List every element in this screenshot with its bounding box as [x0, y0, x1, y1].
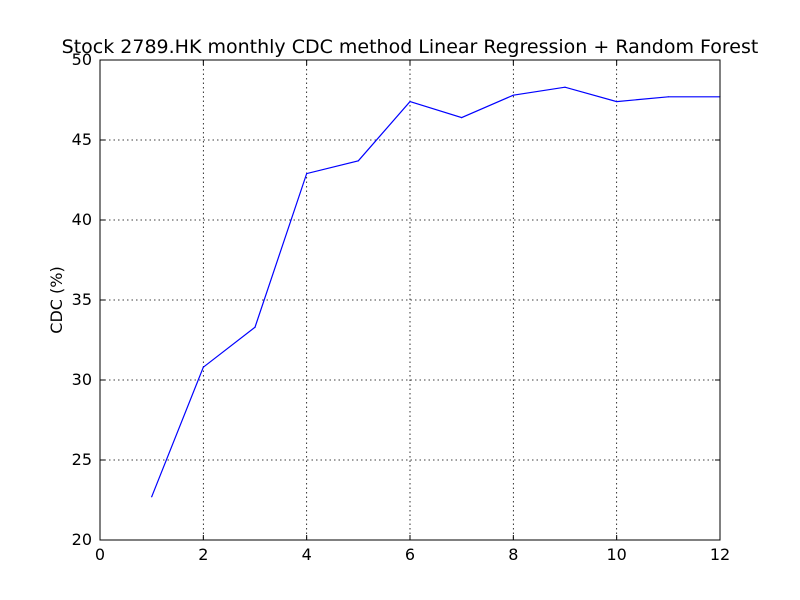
data-point: [616, 101, 618, 103]
x-tick-label: 10: [606, 545, 626, 564]
axis-ticks: 0 2 4 6 8 10 12 20 25 30 35 40 45 50: [72, 50, 731, 564]
data-point: [409, 101, 411, 103]
x-tick-label: 2: [198, 545, 208, 564]
data-point: [254, 326, 256, 328]
series-line: [151, 86, 720, 498]
data-point: [357, 160, 359, 162]
grid: [100, 60, 720, 540]
series-layer: [151, 86, 721, 498]
data-point: [512, 94, 514, 96]
x-tick-label: 0: [95, 545, 105, 564]
data-point: [151, 496, 153, 498]
x-tick-label: 12: [710, 545, 730, 564]
data-point: [202, 366, 204, 368]
data-point: [564, 86, 566, 88]
y-tick-label: 25: [72, 450, 92, 469]
y-tick-label: 20: [72, 530, 92, 549]
y-tick-label: 45: [72, 130, 92, 149]
y-axis-label: CDC (%): [47, 266, 66, 333]
y-tick-label: 30: [72, 370, 92, 389]
chart-title: Stock 2789.HK monthly CDC method Linear …: [62, 36, 759, 58]
y-tick-label: 40: [72, 210, 92, 229]
data-point: [306, 173, 308, 175]
x-tick-label: 6: [405, 545, 415, 564]
y-tick-label: 35: [72, 290, 92, 309]
x-tick-label: 4: [302, 545, 312, 564]
x-tick-label: 8: [508, 545, 518, 564]
data-point: [667, 96, 669, 98]
y-tick-label: 50: [72, 50, 92, 69]
data-point: [461, 117, 463, 119]
